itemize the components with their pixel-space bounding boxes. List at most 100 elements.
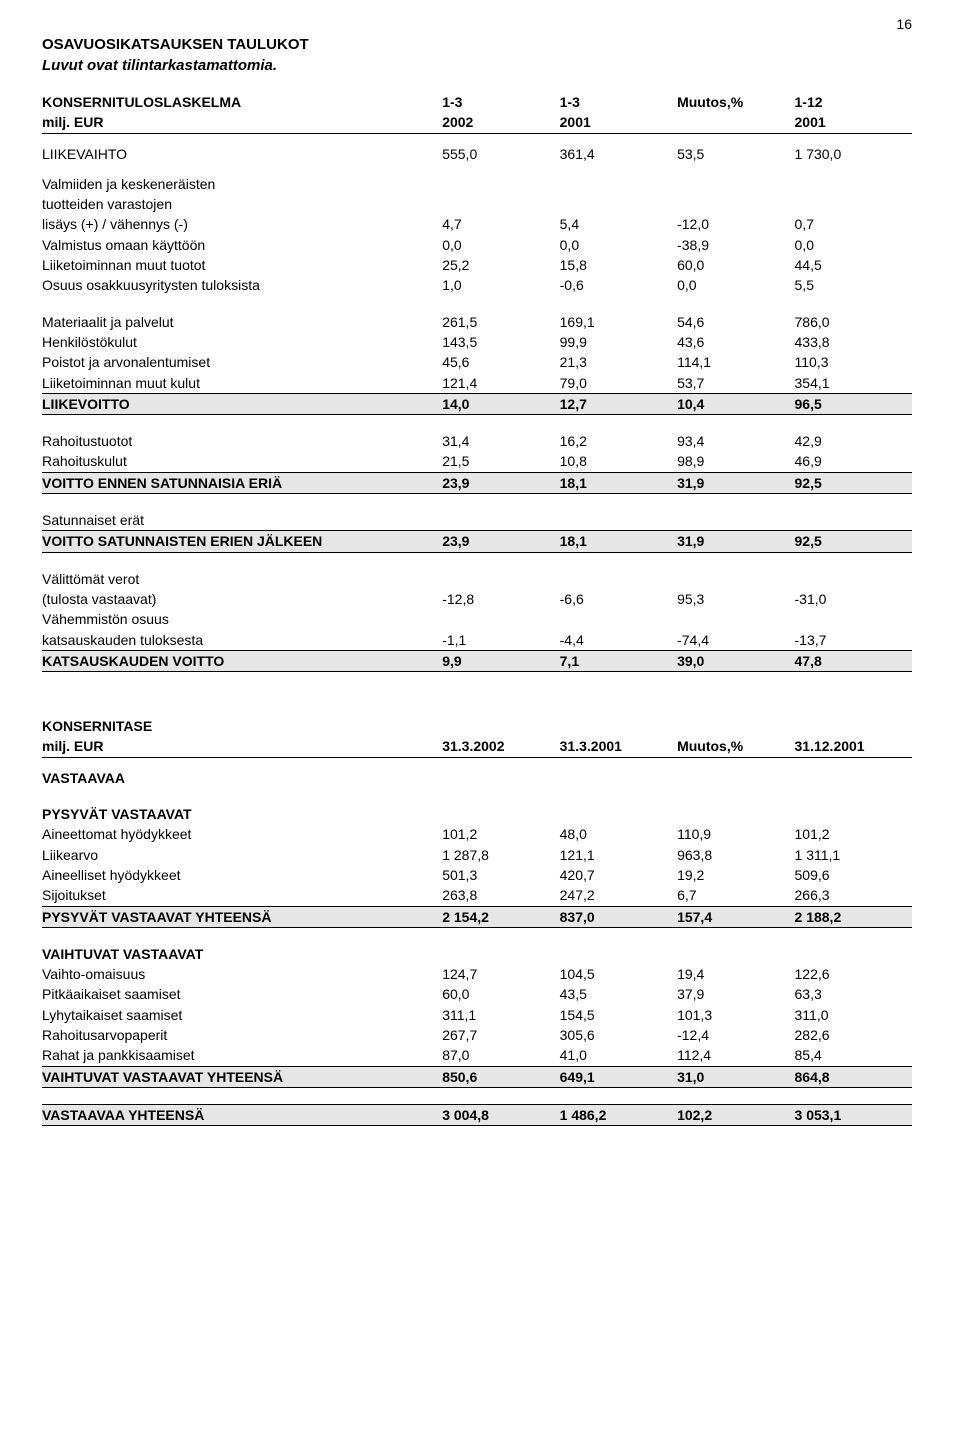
cell-value: 0,0 — [677, 275, 794, 295]
cell-value: 53,5 — [677, 144, 794, 164]
cell-value: 44,5 — [795, 255, 912, 275]
row-rahoitustuotot: Rahoitustuotot 31,4 16,2 93,4 42,9 — [42, 431, 912, 451]
cell-value: 433,8 — [795, 332, 912, 352]
row-vastaavaa: VASTAAVAA — [42, 768, 912, 788]
cell-value: -31,0 — [795, 589, 912, 609]
cell-value: 0,0 — [442, 235, 559, 255]
row-aineettomat: Aineettomat hyödykkeet 101,2 48,0 110,9 … — [42, 824, 912, 844]
cell-value: 12,7 — [560, 393, 677, 414]
cell-value: 311,1 — [442, 1005, 559, 1025]
cell-value: 10,4 — [677, 393, 794, 414]
row-pysyvat-header: PYSYVÄT VASTAAVAT — [42, 804, 912, 824]
header-c2: 31.3.2001 — [560, 736, 677, 757]
income-header-row-1: KONSERNITULOSLASKELMA 1-3 1-3 Muutos,% 1… — [42, 92, 912, 112]
header-c4: 31.12.2001 — [795, 736, 912, 757]
cell-value: 114,1 — [677, 352, 794, 372]
cell-value: 361,4 — [560, 144, 677, 164]
row-pysyvat-yhteensa: PYSYVÄT VASTAAVAT YHTEENSÄ 2 154,2 837,0… — [42, 906, 912, 927]
cell-value: 2 188,2 — [795, 906, 912, 927]
cell-label: Henkilöstökulut — [42, 332, 442, 352]
header-label-2: milj. EUR — [42, 112, 442, 133]
cell-value: 43,5 — [560, 984, 677, 1004]
cell-value: 96,5 — [795, 393, 912, 414]
cell-value: -12,0 — [677, 214, 794, 234]
header-label-1: KONSERNITASE — [42, 716, 442, 736]
cell-value: 21,3 — [560, 352, 677, 372]
cell-value: 5,5 — [795, 275, 912, 295]
row-voitto-satunnaisten: VOITTO SATUNNAISTEN ERIEN JÄLKEEN 23,9 1… — [42, 531, 912, 552]
cell-label: Poistot ja arvonalentumiset — [42, 352, 442, 372]
spacer — [42, 164, 912, 174]
cell-value: 60,0 — [442, 984, 559, 1004]
spacer — [42, 133, 912, 144]
balance-sheet-table: KONSERNITASE milj. EUR 31.3.2002 31.3.20… — [42, 716, 912, 1126]
cell-value: 60,0 — [677, 255, 794, 275]
page-number: 16 — [896, 16, 912, 32]
cell-value: 4,7 — [442, 214, 559, 234]
cell-label: Rahoitusarvopaperit — [42, 1025, 442, 1045]
spacer — [42, 296, 912, 312]
cell-value: 786,0 — [795, 312, 912, 332]
cell-value: 101,2 — [795, 824, 912, 844]
cell-value: 85,4 — [795, 1045, 912, 1066]
row-henkilosto: Henkilöstökulut 143,5 99,9 43,6 433,8 — [42, 332, 912, 352]
cell-label: Rahoituskulut — [42, 451, 442, 472]
cell-value: 98,9 — [677, 451, 794, 472]
cell-label: Valmistus omaan käyttöön — [42, 235, 442, 255]
cell-value: 110,3 — [795, 352, 912, 372]
spacer — [42, 788, 912, 804]
cell-label: Valmiiden ja keskeneräisten — [42, 174, 442, 194]
spacer — [42, 757, 912, 768]
cell-value: 110,9 — [677, 824, 794, 844]
cell-value: 112,4 — [677, 1045, 794, 1066]
cell-value: 7,1 — [560, 650, 677, 671]
cell-value: 501,3 — [442, 865, 559, 885]
cell-value: 263,8 — [442, 885, 559, 906]
cell-label: Aineelliset hyödykkeet — [42, 865, 442, 885]
row-valittomat: (tulosta vastaavat) -12,8 -6,6 95,3 -31,… — [42, 589, 912, 609]
cell-label: VASTAAVAA YHTEENSÄ — [42, 1104, 442, 1125]
cell-value: 1,0 — [442, 275, 559, 295]
cell-value: 282,6 — [795, 1025, 912, 1045]
cell-value: 79,0 — [560, 373, 677, 394]
cell-value: 14,0 — [442, 393, 559, 414]
cell-value: 864,8 — [795, 1066, 912, 1087]
cell-value: 54,6 — [677, 312, 794, 332]
cell-value: 41,0 — [560, 1045, 677, 1066]
cell-value: 45,6 — [442, 352, 559, 372]
cell-value: 837,0 — [560, 906, 677, 927]
cell-value: 509,6 — [795, 865, 912, 885]
row-liikevaihto: LIIKEVAIHTO 555,0 361,4 53,5 1 730,0 — [42, 144, 912, 164]
cell-value: 354,1 — [795, 373, 912, 394]
cell-value: -12,4 — [677, 1025, 794, 1045]
spacer — [42, 552, 912, 569]
cell-label: Sijoitukset — [42, 885, 442, 906]
balance-header-row-1: KONSERNITASE — [42, 716, 912, 736]
cell-value: 25,2 — [442, 255, 559, 275]
row-rahoituskulut: Rahoituskulut 21,5 10,8 98,9 46,9 — [42, 451, 912, 472]
cell-value: 46,9 — [795, 451, 912, 472]
cell-value: -74,4 — [677, 630, 794, 651]
cell-value: -6,6 — [560, 589, 677, 609]
cell-value: 305,6 — [560, 1025, 677, 1045]
spacer — [42, 494, 912, 511]
cell-label: VASTAAVAA — [42, 768, 442, 788]
cell-value: 63,3 — [795, 984, 912, 1004]
cell-label: VAIHTUVAT VASTAAVAT — [42, 944, 442, 964]
cell-label: VOITTO ENNEN SATUNNAISIA ERIÄ — [42, 472, 442, 493]
cell-value: 2 154,2 — [442, 906, 559, 927]
row-liikearvo: Liikearvo 1 287,8 121,1 963,8 1 311,1 — [42, 845, 912, 865]
cell-value: -38,9 — [677, 235, 794, 255]
row-vaihtuvat-yhteensa: VAIHTUVAT VASTAAVAT YHTEENSÄ 850,6 649,1… — [42, 1066, 912, 1087]
cell-value: -12,8 — [442, 589, 559, 609]
income-header-row-2: milj. EUR 2002 2001 2001 — [42, 112, 912, 133]
cell-label: Rahat ja pankkisaamiset — [42, 1045, 442, 1066]
cell-label: PYSYVÄT VASTAAVAT — [42, 804, 442, 824]
cell-value: 10,8 — [560, 451, 677, 472]
cell-value: 649,1 — [560, 1066, 677, 1087]
row-vaihto-omaisuus: Vaihto-omaisuus 124,7 104,5 19,4 122,6 — [42, 964, 912, 984]
cell-value: 3 053,1 — [795, 1104, 912, 1125]
cell-label: Liikearvo — [42, 845, 442, 865]
cell-label: LIIKEVOITTO — [42, 393, 442, 414]
cell-value: 1 730,0 — [795, 144, 912, 164]
